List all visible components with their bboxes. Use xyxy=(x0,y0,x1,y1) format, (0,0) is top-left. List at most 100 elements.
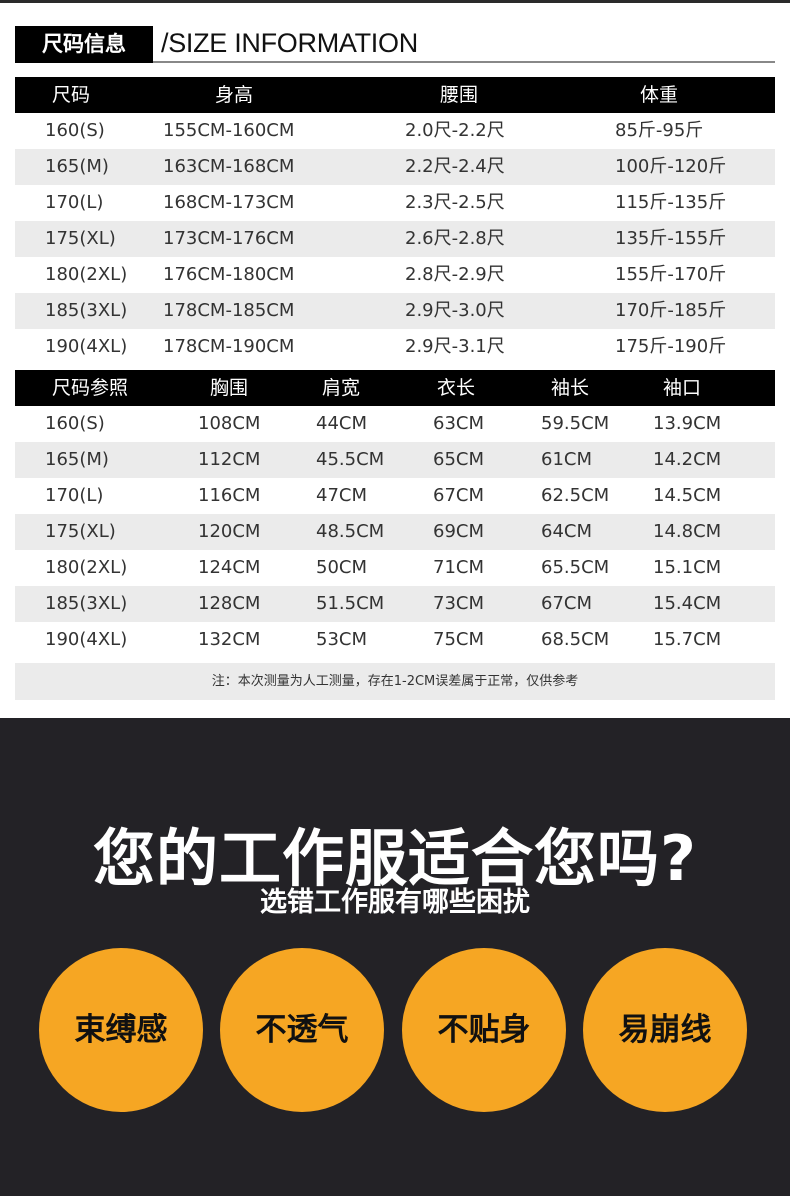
table-cell: 116CM xyxy=(198,485,261,506)
table-cell: 15.4CM xyxy=(653,593,722,614)
table-row: 175(XL) 120CM 48.5CM 69CM 64CM 14.8CM xyxy=(15,514,775,550)
table-cell: 51.5CM xyxy=(316,593,385,614)
section-title-en: /SIZE INFORMATION xyxy=(161,28,418,58)
table-cell: 53CM xyxy=(316,629,368,650)
table-row: 190(4XL) 178CM-190CM 2.9尺-3.1尺 175斤-190斤 xyxy=(15,329,775,365)
column-header: 体重 xyxy=(640,84,679,106)
table-cell: 160(S) xyxy=(45,120,105,141)
column-header: 身高 xyxy=(215,84,254,106)
table-cell: 128CM xyxy=(198,593,261,614)
table-cell: 67CM xyxy=(541,593,593,614)
table-cell: 48.5CM xyxy=(316,521,385,542)
column-header: 肩宽 xyxy=(322,377,361,399)
table-cell: 85斤-95斤 xyxy=(615,120,704,141)
table-cell: 62.5CM xyxy=(541,485,610,506)
table-header: 尺码 身高 腰围 体重 xyxy=(15,77,775,113)
table-cell: 190(4XL) xyxy=(45,629,128,650)
table-cell: 100斤-120斤 xyxy=(615,156,727,177)
issue-circle: 易崩线 xyxy=(583,948,747,1112)
table-cell: 61CM xyxy=(541,449,593,470)
column-header: 胸围 xyxy=(210,377,249,399)
table-cell: 73CM xyxy=(433,593,485,614)
table-cell: 155CM-160CM xyxy=(163,120,295,141)
promo-question: 您的工作服适合您吗? xyxy=(93,822,697,895)
table-cell: 185(3XL) xyxy=(45,593,128,614)
table-cell: 124CM xyxy=(198,557,261,578)
issue-circle: 不贴身 xyxy=(402,948,566,1112)
table-cell: 135斤-155斤 xyxy=(615,228,727,249)
table-row: 175(XL) 173CM-176CM 2.6尺-2.8尺 135斤-155斤 xyxy=(15,221,775,257)
promo-subtitle: 选错工作服有哪些困扰 xyxy=(260,887,530,918)
table-cell: 2.9尺-3.1尺 xyxy=(405,336,505,357)
size-table: 尺码 身高 腰围 体重 160(S) 155CM-160CM 2.0尺-2.2尺 85斤-95… xyxy=(15,77,775,365)
table-cell: 2.9尺-3.0尺 xyxy=(405,300,505,321)
table-cell: 190(4XL) xyxy=(45,336,128,357)
column-header: 尺码 xyxy=(52,84,91,106)
table-cell: 176CM-180CM xyxy=(163,264,295,285)
table-cell: 2.6尺-2.8尺 xyxy=(405,228,505,249)
table-row: 170(L) 168CM-173CM 2.3尺-2.5尺 115斤-135斤 xyxy=(15,185,775,221)
table-cell: 185(3XL) xyxy=(45,300,128,321)
table-cell: 64CM xyxy=(541,521,593,542)
table-cell: 45.5CM xyxy=(316,449,385,470)
column-header: 腰围 xyxy=(440,84,479,106)
table-row: 170(L) 116CM 47CM 67CM 62.5CM 14.5CM xyxy=(15,478,775,514)
table-cell: 2.3尺-2.5尺 xyxy=(405,192,505,213)
table-row: 160(S) 155CM-160CM 2.0尺-2.2尺 85斤-95斤 xyxy=(15,113,775,149)
table-row: 185(3XL) 128CM 51.5CM 73CM 67CM 15.4CM xyxy=(15,586,775,622)
table-cell: 13.9CM xyxy=(653,413,722,434)
table-cell: 175(XL) xyxy=(45,228,116,249)
column-header: 袖口 xyxy=(663,377,702,399)
top-border xyxy=(0,0,790,3)
table-cell: 155斤-170斤 xyxy=(615,264,727,285)
issue-circle: 不透气 xyxy=(220,948,384,1112)
table-cell: 170斤-185斤 xyxy=(615,300,727,321)
table-cell: 2.8尺-2.9尺 xyxy=(405,264,505,285)
section-title-cn: 尺码信息 xyxy=(15,26,153,63)
table-cell: 175(XL) xyxy=(45,521,116,542)
table-cell: 75CM xyxy=(433,629,485,650)
measurement-note: 注：本次测量为人工测量，存在1-2CM误差属于正常，仅供参考 xyxy=(15,663,775,700)
column-header: 袖长 xyxy=(551,377,590,399)
section-header: 尺码信息 /SIZE INFORMATION xyxy=(15,26,775,63)
table-cell: 14.2CM xyxy=(653,449,722,470)
table-cell: 50CM xyxy=(316,557,368,578)
table-cell: 165(M) xyxy=(45,156,109,177)
table-cell: 112CM xyxy=(198,449,261,470)
table-cell: 14.8CM xyxy=(653,521,722,542)
table-row: 180(2XL) 176CM-180CM 2.8尺-2.9尺 155斤-170斤 xyxy=(15,257,775,293)
table-cell: 2.0尺-2.2尺 xyxy=(405,120,505,141)
table-cell: 173CM-176CM xyxy=(163,228,295,249)
table-cell: 44CM xyxy=(316,413,368,434)
table-cell: 180(2XL) xyxy=(45,557,128,578)
table-cell: 115斤-135斤 xyxy=(615,192,727,213)
table-cell: 65CM xyxy=(433,449,485,470)
table-cell: 163CM-168CM xyxy=(163,156,295,177)
table-cell: 120CM xyxy=(198,521,261,542)
table-cell: 65.5CM xyxy=(541,557,610,578)
measurement-table: 尺码参照 胸围 肩宽 衣长 袖长 袖口 160(S) 108CM 44CM 63CM 59.5CM 1… xyxy=(15,370,775,658)
table-cell: 14.5CM xyxy=(653,485,722,506)
table-cell: 63CM xyxy=(433,413,485,434)
table-cell: 180(2XL) xyxy=(45,264,128,285)
table-cell: 160(S) xyxy=(45,413,105,434)
table-row: 165(M) 163CM-168CM 2.2尺-2.4尺 100斤-120斤 xyxy=(15,149,775,185)
table-cell: 59.5CM xyxy=(541,413,610,434)
table-row: 160(S) 108CM 44CM 63CM 59.5CM 13.9CM xyxy=(15,406,775,442)
table-cell: 178CM-185CM xyxy=(163,300,295,321)
table-cell: 2.2尺-2.4尺 xyxy=(405,156,505,177)
table-row: 190(4XL) 132CM 53CM 75CM 68.5CM 15.7CM xyxy=(15,622,775,658)
table-cell: 15.1CM xyxy=(653,557,722,578)
column-header: 尺码参照 xyxy=(52,377,129,399)
table-row: 180(2XL) 124CM 50CM 71CM 65.5CM 15.1CM xyxy=(15,550,775,586)
table-row: 165(M) 112CM 45.5CM 65CM 61CM 14.2CM xyxy=(15,442,775,478)
table-cell: 69CM xyxy=(433,521,485,542)
table-cell: 67CM xyxy=(433,485,485,506)
table-cell: 178CM-190CM xyxy=(163,336,295,357)
table-cell: 132CM xyxy=(198,629,261,650)
table-cell: 68.5CM xyxy=(541,629,610,650)
table-cell: 170(L) xyxy=(45,192,104,213)
promo-section: 您的工作服适合您吗? 选错工作服有哪些困扰 束缚感 不透气 不贴身 易崩线 xyxy=(0,718,790,1196)
table-cell: 165(M) xyxy=(45,449,109,470)
table-cell: 168CM-173CM xyxy=(163,192,295,213)
